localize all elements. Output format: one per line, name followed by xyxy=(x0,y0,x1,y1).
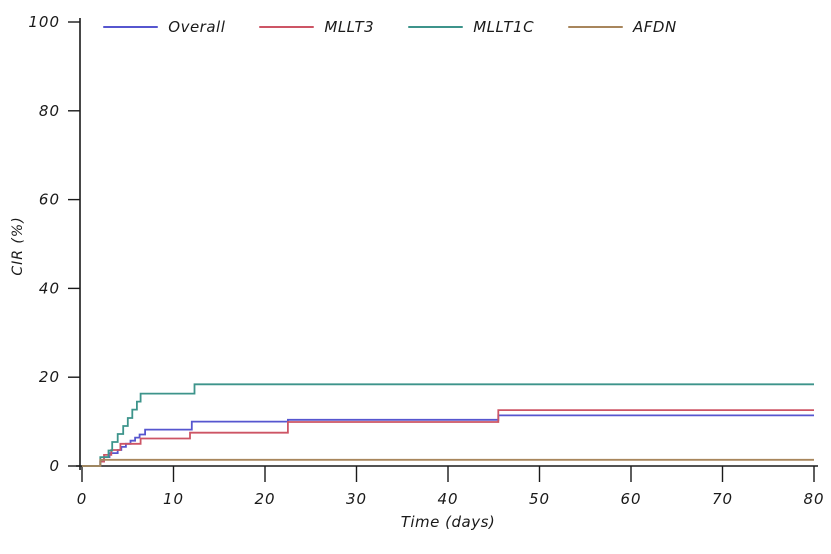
x-tick-label: 40 xyxy=(437,490,458,508)
x-axis-label: Time (days) xyxy=(400,513,496,531)
series-line-afdn xyxy=(82,458,814,467)
series-line-mllt1c xyxy=(82,383,814,467)
x-tick-label: 80 xyxy=(803,490,824,508)
y-axis-label: CIR (%) xyxy=(10,216,26,276)
y-tick-label: 100 xyxy=(28,13,60,31)
x-tick-label: 0 xyxy=(77,490,88,508)
x-tick-label: 20 xyxy=(254,490,275,508)
y-tick-label: 60 xyxy=(39,191,60,209)
series-line-mllt3 xyxy=(82,409,814,467)
x-tick-label: 70 xyxy=(712,490,733,508)
series-line-overall xyxy=(82,414,814,467)
x-tick-label: 10 xyxy=(163,490,184,508)
y-tick-label: 40 xyxy=(39,279,60,297)
y-tick-label: 80 xyxy=(39,102,60,120)
x-tick-label: 30 xyxy=(346,490,367,508)
y-tick-label: 20 xyxy=(39,368,60,386)
x-tick-label: 60 xyxy=(620,490,641,508)
y-tick-label: 0 xyxy=(49,457,60,475)
x-tick-label: 50 xyxy=(529,490,550,508)
